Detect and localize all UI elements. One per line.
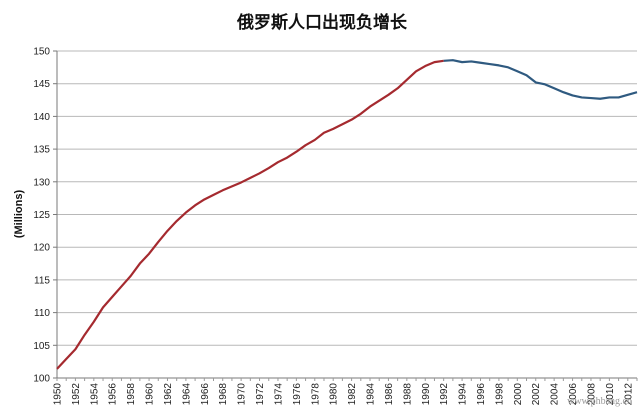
- x-tick-label: 1990: [421, 383, 432, 406]
- y-tick-label: 110: [34, 308, 50, 319]
- x-tick-label: 1976: [292, 383, 303, 406]
- x-tick-label: 1982: [347, 383, 358, 406]
- axes: [53, 50, 638, 381]
- x-tick-label: 1978: [310, 383, 321, 406]
- x-tick-label: 1994: [458, 383, 469, 406]
- x-tick-label: 1964: [181, 383, 192, 406]
- x-tick-label: 1980: [329, 383, 340, 406]
- y-tick-label: 145: [33, 79, 50, 90]
- y-tick-label: 150: [33, 47, 50, 58]
- x-tick-label: 2010: [605, 383, 616, 406]
- x-tick-label: 2012: [623, 383, 634, 406]
- y-tick-label: 125: [33, 210, 50, 221]
- series-line-growth: [56, 59, 444, 370]
- series-lines: [56, 59, 638, 370]
- x-tick-label: 2006: [568, 383, 579, 406]
- x-tick-label: 1952: [71, 383, 82, 406]
- x-tick-label: 1972: [255, 383, 266, 406]
- watermark-text: www.phbang.cn: [567, 396, 632, 407]
- y-tick-label: 115: [34, 275, 50, 286]
- y-tick-label: 140: [33, 112, 50, 123]
- x-tick-label: 1988: [402, 383, 413, 406]
- x-tick-labels: 1950 1952 1954 1956 1958 1960 1962 1964 1966 1968…: [53, 383, 635, 406]
- y-tick-label: 135: [33, 145, 50, 156]
- x-tick-label: 2008: [586, 383, 597, 406]
- x-tick-label: 1974: [273, 383, 284, 406]
- x-tick-label: 1968: [218, 383, 229, 406]
- x-tick-label: 1996: [476, 383, 487, 406]
- y-tick-label: 120: [33, 243, 50, 254]
- x-tick-label: 1966: [200, 383, 211, 406]
- x-tick-label: 1956: [108, 383, 119, 406]
- x-tick-label: 1954: [89, 383, 100, 406]
- chart-title: 俄罗斯人口出现负增长: [236, 12, 408, 33]
- y-axis-label: (Millions): [13, 190, 25, 239]
- y-tick-label: 130: [33, 177, 50, 188]
- x-tick-label: 1950: [53, 383, 64, 406]
- x-tick-label: 1960: [145, 383, 156, 406]
- x-tick-label: 2002: [531, 383, 542, 406]
- x-tick-label: 2004: [550, 383, 561, 406]
- x-tick-label: 1958: [126, 383, 137, 406]
- y-tick-label: 105: [33, 341, 50, 352]
- x-tick-label: 1986: [384, 383, 395, 406]
- x-tick-label: 2000: [513, 383, 524, 406]
- series-line-decline: [443, 59, 638, 100]
- y-tick-labels: 100 105 110 115 120 125 130 135 140 145 150: [33, 47, 50, 385]
- x-tick-label: 1970: [237, 383, 248, 406]
- x-tick-label: 1992: [439, 383, 450, 406]
- x-tick-label: 1998: [494, 383, 505, 406]
- x-tick-label: 1962: [163, 383, 174, 406]
- x-tick-label: 1984: [366, 383, 377, 406]
- y-tick-label: 100: [33, 374, 50, 385]
- gridlines: [57, 50, 637, 379]
